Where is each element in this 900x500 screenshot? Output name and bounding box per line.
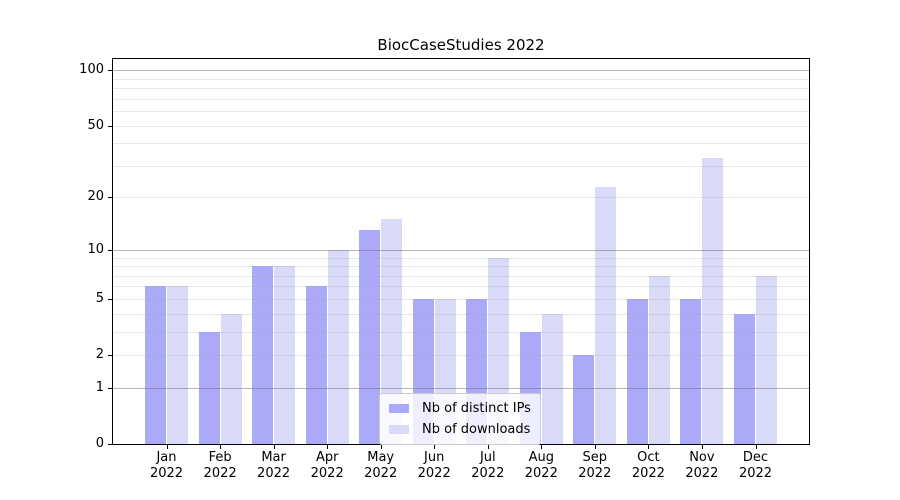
y-tick-label: 50 [87, 117, 104, 133]
minor-gridline [113, 78, 809, 80]
minor-gridline [113, 266, 809, 267]
minor-gridline [113, 331, 809, 333]
x-tick-mark [166, 445, 168, 449]
x-tick-mark [755, 445, 757, 449]
x-tick-label-dec: Dec 2022 [738, 450, 773, 481]
minor-gridline [113, 98, 809, 100]
y-tick-mark [108, 387, 112, 389]
minor-gridline [113, 286, 809, 288]
bar-sep-downloads [595, 186, 617, 444]
x-tick-mark [327, 445, 329, 449]
minor-gridline [113, 257, 809, 259]
bar-feb-distinct-ips [198, 331, 220, 444]
bar-apr-downloads [327, 249, 349, 444]
x-tick-mark [594, 445, 596, 449]
x-tick-mark [380, 445, 382, 449]
minor-gridline [113, 143, 809, 145]
legend-swatch-downloads [389, 425, 409, 434]
bar-oct-downloads [648, 275, 670, 444]
y-tick-label: 100 [79, 62, 104, 78]
bar-jan-downloads [167, 286, 189, 444]
x-tick-mark [701, 445, 703, 449]
minor-gridline [113, 111, 809, 113]
y-tick-label: 0 [95, 436, 104, 451]
legend-label-downloads: Nb of downloads [422, 422, 531, 437]
x-tick-mark [273, 445, 275, 449]
x-tick-label-apr: Apr 2022 [310, 450, 344, 481]
major-gridline [113, 387, 809, 389]
legend-label-distinct-ips: Nb of distinct IPs [422, 401, 531, 416]
bar-apr-distinct-ips [305, 286, 327, 444]
y-tick-label: 5 [95, 290, 104, 306]
x-tick-mark [434, 445, 436, 449]
bar-jan-distinct-ips [145, 286, 167, 444]
y-tick-label: 10 [87, 241, 104, 257]
x-tick-label-feb: Feb 2022 [203, 450, 237, 481]
x-tick-label-mar: Mar 2022 [257, 450, 291, 481]
bar-mar-downloads [274, 266, 296, 444]
bar-dec-downloads [755, 275, 777, 444]
y-tick-label: 20 [87, 189, 104, 205]
minor-gridline [113, 197, 809, 199]
legend-row-downloads: Nb of downloads [389, 419, 531, 440]
bar-nov-downloads [702, 158, 724, 444]
minor-gridline [113, 88, 809, 90]
major-gridline [113, 249, 809, 251]
x-tick-mark [487, 445, 489, 449]
x-tick-label-aug: Aug 2022 [524, 450, 558, 481]
legend-swatch-distinct-ips [389, 404, 409, 413]
y-tick-mark [108, 70, 112, 72]
bar-may-downloads [381, 219, 403, 444]
x-tick-label-sep: Sep 2022 [578, 450, 612, 481]
minor-gridline [113, 275, 809, 277]
y-tick-mark [108, 298, 112, 300]
y-tick-mark [108, 125, 112, 127]
bar-nov-distinct-ips [680, 298, 702, 444]
minor-gridline [113, 298, 809, 300]
y-tick-mark [108, 444, 112, 445]
x-tick-label-may: May 2022 [364, 450, 398, 481]
minor-gridline [113, 125, 809, 127]
y-tick-mark [108, 355, 112, 356]
bar-aug-downloads [541, 313, 563, 444]
y-tick-mark [108, 197, 112, 199]
y-tick-label: 1 [95, 379, 104, 395]
y-tick-mark [108, 249, 112, 251]
minor-gridline [113, 165, 809, 167]
minor-gridline [113, 355, 809, 356]
bar-sep-distinct-ips [573, 355, 595, 444]
x-tick-label-jul: Jul 2022 [471, 450, 505, 481]
bar-dec-distinct-ips [733, 313, 755, 444]
y-tick-label: 2 [95, 347, 104, 362]
chart-title: BiocCaseStudies 2022 [377, 36, 545, 54]
x-tick-mark [541, 445, 543, 449]
x-tick-label-jun: Jun 2022 [417, 450, 451, 481]
bar-feb-downloads [220, 313, 242, 444]
major-gridline [113, 70, 809, 72]
legend: Nb of distinct IPs Nb of downloads [379, 393, 541, 445]
legend-row-distinct-ips: Nb of distinct IPs [389, 398, 531, 419]
bar-mar-distinct-ips [252, 266, 274, 444]
x-tick-label-oct: Oct 2022 [631, 450, 665, 481]
x-tick-mark [648, 445, 650, 449]
minor-gridline [113, 313, 809, 315]
bar-oct-distinct-ips [626, 298, 648, 444]
x-tick-mark [220, 445, 222, 449]
bar-may-distinct-ips [359, 230, 381, 444]
x-tick-label-jan: Jan 2022 [149, 450, 184, 481]
x-tick-label-nov: Nov 2022 [685, 450, 719, 481]
plot-area: Nb of distinct IPs Nb of downloads [112, 58, 810, 445]
